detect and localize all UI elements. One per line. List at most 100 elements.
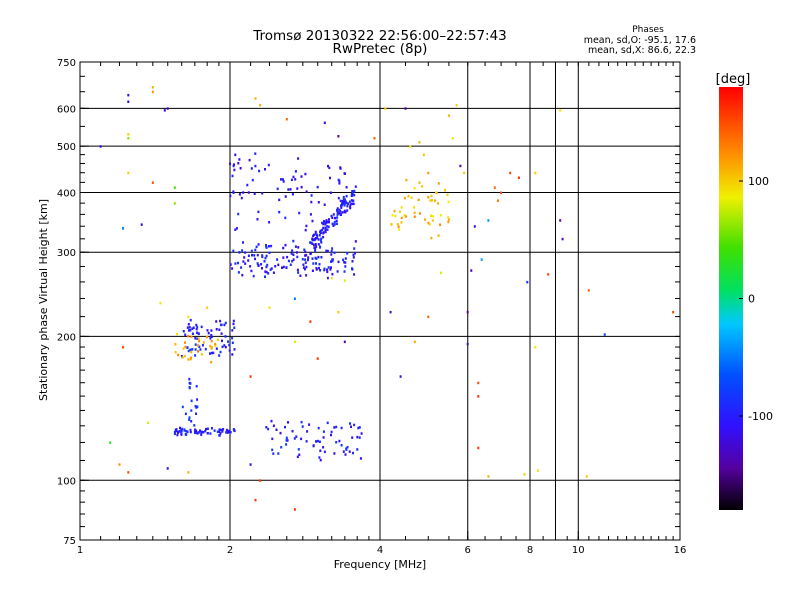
data-point — [431, 219, 434, 222]
data-point — [213, 429, 216, 432]
data-point — [322, 226, 325, 230]
data-point — [295, 435, 298, 438]
data-point — [140, 223, 143, 226]
data-point — [189, 357, 192, 361]
data-point — [264, 168, 266, 171]
data-point — [405, 215, 407, 218]
data-point — [354, 240, 357, 243]
data-point — [330, 277, 333, 280]
data-point — [331, 222, 334, 226]
data-point — [184, 345, 187, 349]
data-point — [309, 252, 312, 256]
data-point — [286, 439, 289, 442]
data-point — [250, 249, 253, 253]
data-point — [325, 220, 328, 224]
data-point — [270, 267, 273, 270]
data-point — [166, 107, 169, 110]
data-point — [199, 348, 202, 351]
data-point — [242, 260, 245, 263]
data-point — [304, 250, 307, 254]
data-point — [231, 336, 234, 340]
data-point — [324, 226, 327, 229]
data-point — [223, 323, 226, 327]
data-points — [99, 86, 675, 511]
y-tick-label: 400 — [57, 188, 76, 199]
data-point — [224, 345, 227, 349]
data-point — [315, 245, 318, 248]
data-point — [269, 268, 272, 271]
data-point — [345, 448, 348, 451]
data-point — [310, 241, 313, 245]
data-point — [254, 498, 257, 502]
data-point — [470, 269, 473, 272]
data-point — [311, 237, 314, 241]
data-point — [352, 202, 355, 206]
data-point — [272, 452, 275, 455]
data-point — [316, 236, 319, 240]
data-point — [320, 241, 323, 244]
data-point — [329, 268, 332, 271]
data-point — [190, 399, 193, 403]
data-point — [322, 436, 325, 439]
data-point — [265, 245, 268, 248]
data-point — [264, 275, 266, 278]
data-point — [271, 437, 274, 441]
data-point — [339, 199, 342, 203]
data-point — [209, 352, 211, 355]
data-point — [186, 346, 189, 349]
data-point — [358, 436, 361, 439]
data-point — [242, 191, 245, 194]
data-point — [324, 230, 327, 234]
data-point — [305, 190, 308, 193]
data-point — [151, 86, 154, 89]
data-point — [278, 210, 281, 214]
data-point — [209, 432, 212, 435]
data-point — [246, 183, 249, 187]
data-point — [405, 178, 408, 182]
data-point — [333, 452, 336, 455]
data-point — [328, 220, 330, 224]
data-point — [431, 199, 433, 202]
data-point — [196, 337, 199, 340]
data-point — [261, 192, 264, 195]
data-point — [261, 255, 264, 259]
data-point — [258, 169, 261, 173]
data-point — [354, 252, 356, 255]
data-point — [315, 262, 317, 265]
chart-subtitle: RwPretec (8p) — [333, 41, 428, 57]
y-axis-label: Stationary phase Virtual Height [km] — [37, 199, 50, 401]
data-point — [237, 271, 240, 274]
data-point — [202, 341, 205, 344]
data-point — [232, 322, 235, 326]
data-point — [459, 164, 462, 168]
data-point — [215, 320, 218, 323]
data-point — [435, 191, 438, 195]
data-point — [335, 441, 338, 444]
data-point — [191, 348, 194, 351]
data-point — [487, 475, 490, 478]
data-point — [348, 450, 351, 453]
data-point — [190, 350, 193, 354]
data-point — [180, 355, 183, 358]
data-point — [350, 199, 353, 202]
data-point — [282, 180, 285, 183]
data-point — [353, 189, 356, 193]
grid-lines — [80, 62, 680, 540]
colorbar-tick-label: -100 — [748, 410, 773, 423]
data-point — [264, 270, 267, 273]
data-point — [480, 258, 483, 261]
data-point — [287, 188, 290, 191]
data-point — [398, 210, 401, 213]
data-point — [323, 220, 326, 224]
data-point — [196, 431, 199, 434]
data-point — [338, 182, 341, 185]
data-point — [427, 196, 430, 199]
data-point — [272, 271, 275, 274]
x-tick-label: 2 — [227, 545, 233, 556]
data-point — [455, 103, 458, 107]
data-point — [317, 255, 320, 259]
data-point — [585, 475, 588, 478]
data-point — [184, 412, 187, 416]
data-point — [122, 227, 124, 230]
data-point — [319, 269, 322, 272]
